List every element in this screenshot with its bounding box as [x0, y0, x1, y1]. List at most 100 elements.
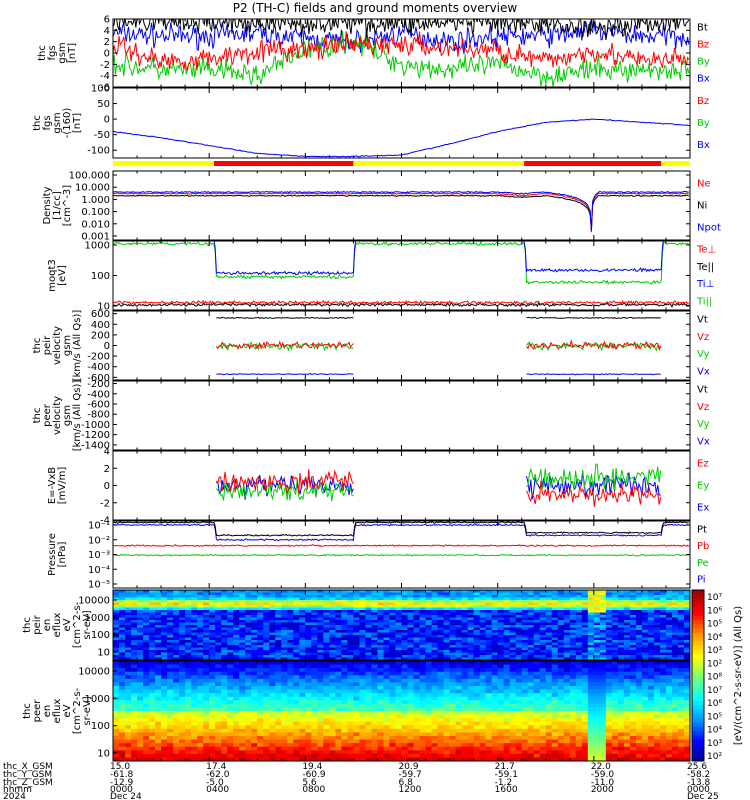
spectrogram-cell: [611, 632, 619, 636]
spectrogram-cell: [587, 647, 595, 651]
spectrogram-cell: [563, 610, 571, 613]
spectrogram-cell: [389, 746, 396, 751]
spectrogram-cell: [239, 630, 246, 633]
spectrogram-cell: [173, 678, 180, 683]
spectrogram-cell: [131, 668, 138, 673]
spectrogram-cell: [677, 590, 685, 593]
spectrogram-cell: [227, 757, 234, 762]
spectrogram-cell: [179, 597, 186, 601]
spectrogram-cell: [509, 647, 517, 651]
spectrogram-cell: [521, 612, 529, 616]
spectrogram-cell: [299, 750, 306, 755]
spectrogram-cell: [227, 595, 234, 598]
spectrogram-cell: [425, 590, 432, 593]
spectrogram-cell: [359, 732, 366, 737]
spectrogram-cell: [185, 661, 192, 665]
spectrogram-cell: [239, 700, 246, 705]
ytick-label: 0: [104, 49, 110, 60]
spectrogram-cell: [365, 746, 372, 751]
spectrogram-cell: [617, 647, 625, 651]
spectrogram-cell: [155, 630, 162, 633]
spectrogram-cell: [341, 657, 348, 661]
spectrogram-cell: [251, 689, 258, 694]
spectrogram-cell: [257, 617, 264, 621]
spectrogram-cell: [155, 655, 162, 658]
spectrogram-cell: [131, 640, 138, 643]
spectrogram-cell: [251, 757, 258, 762]
spectrogram-cell: [383, 728, 390, 733]
spectrogram-cell: [233, 668, 240, 673]
spectrogram-cell: [455, 640, 462, 643]
spectrogram-cell: [545, 635, 553, 638]
spectrogram-cell: [125, 668, 132, 673]
spectrogram-cell: [203, 732, 210, 737]
spectrogram-cell: [395, 640, 402, 643]
series-By: [113, 30, 690, 87]
spectrogram-cell: [431, 620, 438, 623]
spectrogram-cell: [221, 650, 228, 653]
spectrogram-cell: [185, 682, 192, 687]
spectrogram-cell: [137, 689, 144, 694]
spectrogram-cell: [443, 661, 450, 665]
spectrogram-cell: [287, 605, 294, 608]
ylabel-line: [cm^2-s-: [72, 601, 83, 648]
spectrogram-cell: [389, 655, 396, 658]
spectrogram-cell: [293, 620, 300, 623]
spectrogram-cell: [461, 607, 469, 611]
spectrogram-cell: [323, 657, 330, 661]
spectrogram-cell: [449, 600, 456, 603]
spectrogram-cell: [359, 635, 366, 638]
spectrogram-cell: [647, 657, 655, 661]
spectrogram-cell: [467, 620, 475, 623]
spectrogram-cell: [161, 682, 168, 687]
ytick-label: 100: [91, 84, 110, 95]
spectrogram-cell: [479, 645, 487, 648]
spectrogram-cell: [665, 595, 673, 598]
spectrogram-cell: [497, 590, 505, 593]
spectrogram-cell: [317, 620, 324, 623]
spectrogram-cell: [191, 682, 198, 687]
spectrogram-cell: [365, 675, 372, 680]
spectrogram-cell: [185, 750, 192, 755]
spectrogram-cell: [143, 725, 150, 730]
spectrogram-cell: [251, 736, 258, 740]
spectrogram-cell: [299, 592, 306, 596]
spectrogram-cell: [665, 657, 673, 661]
spectrogram-cell: [161, 686, 168, 690]
spectrogram-cell: [419, 602, 426, 606]
spectrogram-cell: [191, 597, 198, 601]
spectrogram-cell: [497, 645, 505, 648]
spectrogram-cell: [173, 750, 180, 755]
spectrogram-cell: [365, 622, 372, 626]
spectrogram-cell: [497, 600, 505, 603]
spectrogram-cell: [209, 632, 216, 636]
series-Bx: [113, 20, 690, 55]
spectrogram-cell: [209, 750, 216, 755]
spectrogram-cell: [203, 700, 210, 705]
ytick-label: 10.000: [75, 183, 110, 194]
spectrogram-cell: [431, 650, 438, 653]
spectrogram-cell: [299, 714, 306, 719]
spectrogram-cell: [305, 750, 312, 755]
spectrogram-cell: [179, 622, 186, 626]
spectrogram-cell: [413, 632, 420, 636]
spectrogram-cell: [539, 635, 547, 638]
spectrogram-cell: [197, 627, 204, 631]
spectrogram-cell: [113, 625, 120, 628]
spectrogram-cell: [119, 647, 126, 651]
spectrogram-cell: [167, 686, 174, 690]
spectrogram-cell: [383, 625, 390, 628]
spectrogram-cell: [125, 612, 132, 616]
spectrogram-cell: [419, 671, 426, 676]
spectrogram-cell: [395, 592, 402, 596]
spectrogram-cell: [287, 652, 294, 656]
spectrogram-cell: [179, 600, 186, 603]
spectrogram-cell: [119, 721, 126, 726]
spectrogram-cell: [119, 622, 126, 626]
spectrogram-cell: [677, 600, 685, 603]
spectrogram-cell: [167, 647, 174, 651]
spectrogram-cell: [119, 693, 126, 698]
spectrogram-cell: [659, 625, 667, 628]
spectrogram-cell: [587, 645, 595, 648]
